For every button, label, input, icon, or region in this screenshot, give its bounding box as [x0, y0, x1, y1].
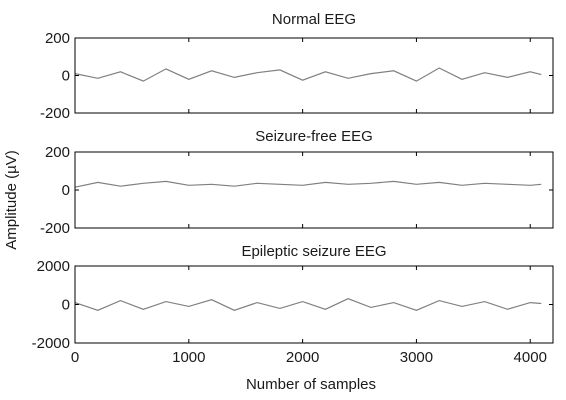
series-line-1	[74, 67, 542, 82]
y-tick-label: 200	[45, 144, 70, 161]
chart-panel-1: Normal EEG 200 0 -200	[40, 11, 554, 122]
x-axis-label: Number of samples	[246, 376, 376, 393]
x-tick-label: 3000	[400, 349, 433, 366]
y-tick-label: 0	[62, 68, 70, 85]
chart-panel-2: Seizure-free EEG 200 0 -200	[40, 128, 554, 237]
panel-title: Normal EEG	[272, 11, 356, 28]
y-tick-label: -200	[40, 220, 70, 237]
x-tick-label: 2000	[286, 349, 319, 366]
x-tick-label: 0	[71, 349, 79, 366]
series-line-1	[74, 298, 542, 311]
plot-frame	[74, 265, 554, 344]
x-tick-label: 4000	[514, 349, 547, 366]
y-tick-label: 0	[62, 297, 70, 314]
y-tick-label: 200	[45, 30, 70, 47]
series-line-1	[74, 180, 542, 188]
plot-frame	[74, 151, 554, 229]
y-axis-label: Amplitude (µV)	[3, 150, 20, 250]
x-tick-label: 1000	[172, 349, 205, 366]
y-tick-label: -200	[40, 105, 70, 122]
panel-title: Epileptic seizure EEG	[241, 243, 386, 260]
y-tick-label: -2000	[32, 335, 70, 352]
y-tick-label: 0	[62, 182, 70, 199]
panel-title: Seizure-free EEG	[255, 128, 373, 145]
y-tick-label: 2000	[37, 258, 70, 275]
